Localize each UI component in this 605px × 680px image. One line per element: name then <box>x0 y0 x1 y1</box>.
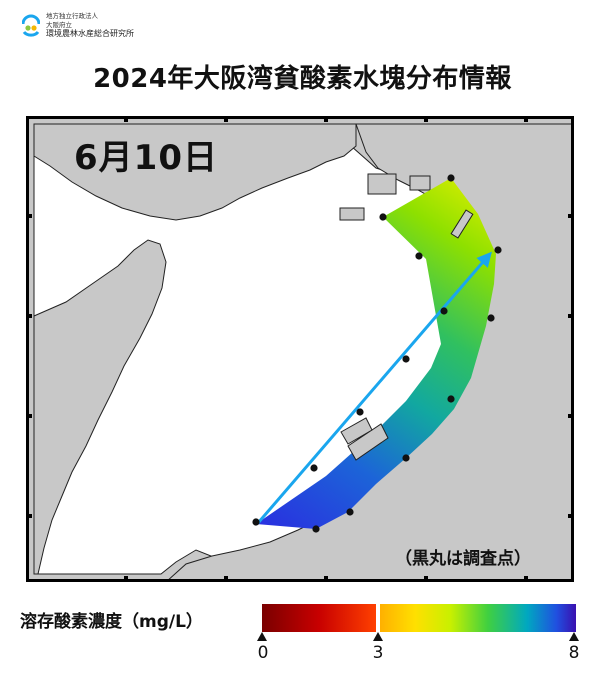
org-line-3: 環境農林水産総合研究所 <box>46 29 134 38</box>
survey-station <box>379 213 387 221</box>
org-line-2: 大阪府立 <box>46 20 72 29</box>
colorbar-low-segment <box>262 604 376 632</box>
survey-station <box>447 174 455 182</box>
survey-station <box>252 518 260 526</box>
kansai-airport-island <box>340 417 389 461</box>
org-line-1: 地方独立行政法人 <box>46 12 98 20</box>
osaka-bay-map <box>26 116 574 582</box>
port-island <box>409 175 431 191</box>
frame-ticks <box>26 116 574 582</box>
port-island <box>339 207 365 221</box>
oxygen-distribution <box>256 178 496 529</box>
survey-station <box>356 408 364 416</box>
jetty <box>450 209 474 239</box>
colorbar-threshold-gap <box>376 604 380 632</box>
awaji-island <box>33 239 167 575</box>
colorbar-marker <box>373 632 383 641</box>
colorbar-marker <box>257 632 267 641</box>
colorbar-marker <box>569 632 579 641</box>
observation-date: 6月10日 <box>74 138 218 178</box>
survey-station <box>415 252 423 260</box>
survey-station <box>487 314 495 322</box>
colorbar-label: 溶存酸素濃度（mg/L） <box>20 612 203 632</box>
page-title: 2024年大阪湾貧酸素水塊分布情報 <box>93 64 512 94</box>
map-frame <box>26 116 574 582</box>
cross-section-arrow <box>256 251 492 524</box>
colorbar-tick-0: 0 <box>257 643 269 663</box>
survey-stations <box>252 174 502 533</box>
map-note: （黒丸は調査点） <box>395 549 531 569</box>
port-island <box>367 173 397 195</box>
survey-station <box>494 246 502 254</box>
survey-station <box>310 464 318 472</box>
colorbar-markers <box>257 632 579 641</box>
survey-station <box>346 508 354 516</box>
colorbar <box>262 604 576 632</box>
survey-station <box>402 454 410 462</box>
colorbar-tick-3: 3 <box>372 643 384 663</box>
org-logo: 地方独立行政法人 大阪府立 環境農林水産総合研究所 <box>22 10 162 50</box>
colorbar-tick-8: 8 <box>568 643 580 663</box>
org-name: 地方独立行政法人 大阪府立 環境農林水産総合研究所 <box>46 12 134 39</box>
survey-station <box>312 525 320 533</box>
hyogo-coast <box>33 123 357 221</box>
survey-station <box>440 307 448 315</box>
survey-station <box>402 355 410 363</box>
org-logo-mark-icon <box>22 14 40 37</box>
survey-station <box>447 395 455 403</box>
colorbar-high-segment <box>380 604 576 632</box>
